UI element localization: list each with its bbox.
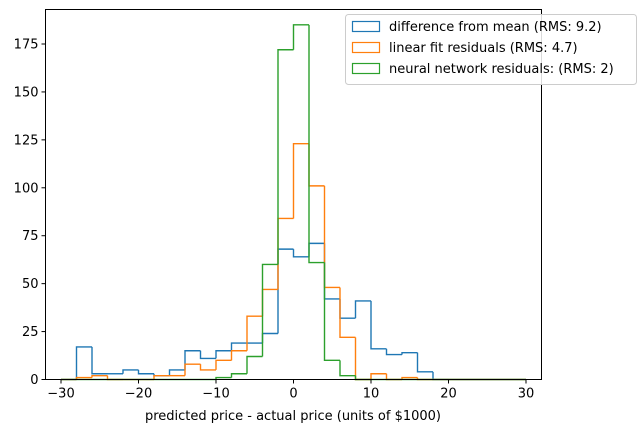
histogram-bin (354, 300, 371, 319)
legend-label-0: difference from mean (RMS: 9.2) (389, 20, 602, 35)
histogram-bin (277, 49, 294, 265)
legend-swatch-0 (351, 20, 381, 33)
histogram-bin (230, 373, 247, 378)
x-tick-label: 10 (363, 387, 380, 402)
histogram-bin (75, 346, 92, 380)
x-tick-label: 0 (289, 387, 297, 402)
y-axis-ticks: 0 25 50 75 100 125 150 175 (14, 38, 46, 388)
histogram-bin (168, 369, 185, 376)
histogram-bin (401, 351, 418, 355)
histogram-bin (199, 364, 216, 371)
histogram-bin (339, 360, 356, 377)
histogram-bin (246, 355, 263, 374)
histogram-bin (292, 24, 309, 50)
x-tick-label: −20 (125, 387, 152, 402)
legend-swatch-2 (351, 62, 381, 75)
y-tick-label: 50 (22, 277, 39, 292)
y-tick-label: 150 (14, 85, 39, 100)
histogram-bin (323, 262, 340, 362)
histogram-bin (199, 350, 216, 360)
legend-label-2: neural network residuals: (RMS: 2) (389, 62, 614, 77)
x-axis-label: predicted price - actual price (units of… (145, 409, 441, 424)
histogram-bin (261, 263, 278, 357)
histogram-bin (339, 287, 356, 339)
y-tick-label: 175 (14, 38, 39, 53)
histogram-bin (230, 350, 247, 361)
x-tick-label: −30 (47, 387, 74, 402)
histogram-bin (215, 350, 232, 359)
histogram-bin (385, 348, 402, 356)
legend-label-1: linear fit residuals (RMS: 4.7) (389, 41, 578, 56)
legend-entry-2: neural network residuals: (RMS: 2) (351, 62, 614, 77)
histogram-bin (370, 300, 387, 350)
y-tick-label: 25 (22, 325, 39, 340)
legend: difference from mean (RMS: 9.2) linear f… (345, 14, 637, 85)
x-tick-label: −10 (202, 387, 229, 402)
histogram-bin (292, 249, 309, 258)
histogram-bin (292, 142, 309, 219)
histogram-bin (91, 346, 108, 375)
histogram-bin (184, 363, 201, 376)
histogram-bin (416, 352, 433, 373)
legend-swatch-1 (351, 41, 381, 54)
x-tick-label: 30 (518, 387, 535, 402)
histogram-bin (230, 342, 247, 351)
x-tick-label: 20 (440, 387, 457, 402)
histogram-bin (308, 24, 325, 264)
histogram-bin (370, 373, 387, 380)
legend-box (345, 14, 637, 85)
legend-entry-0: difference from mean (RMS: 9.2) (351, 20, 602, 35)
histogram-bin (215, 376, 232, 380)
histogram-bin (137, 369, 154, 375)
x-axis-ticks: −30 −20 −10 0 10 20 30 (47, 379, 535, 402)
histogram-bin (246, 315, 263, 351)
y-tick-label: 75 (22, 229, 39, 244)
histogram-bin (215, 359, 232, 370)
y-tick-label: 100 (14, 181, 39, 196)
y-tick-label: 0 (30, 373, 38, 388)
histogram-bin (91, 374, 108, 378)
legend-entry-1: linear fit residuals (RMS: 4.7) (351, 41, 578, 56)
histogram-bin (122, 369, 139, 374)
y-tick-label: 125 (14, 133, 39, 148)
histogram-bin (153, 374, 170, 380)
